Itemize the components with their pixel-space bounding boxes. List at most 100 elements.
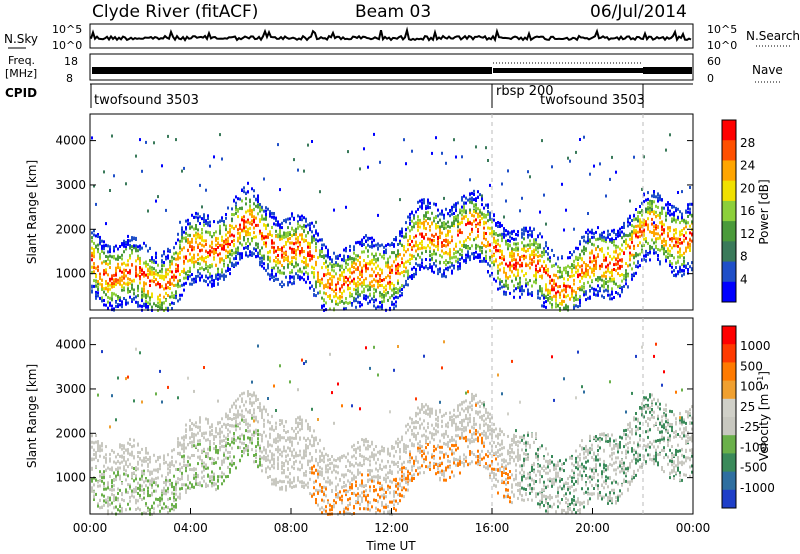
- velocity-cell: [179, 467, 181, 471]
- power-cell: [579, 286, 581, 290]
- power-cell: [549, 275, 551, 279]
- power-cell: [463, 205, 465, 209]
- power-cell: [333, 269, 335, 273]
- power-cell: [479, 208, 481, 212]
- power-cell: [445, 251, 447, 254]
- power-cell: [95, 273, 97, 277]
- power-cell: [451, 212, 453, 216]
- velocity-cell: [129, 453, 131, 457]
- velocity-cell: [187, 474, 189, 478]
- power-cell: [331, 258, 333, 262]
- power-cell: [535, 241, 537, 245]
- power-cell: [127, 271, 129, 275]
- power-cell: [499, 223, 501, 227]
- power-cell: [93, 262, 95, 266]
- power-cell: [123, 244, 125, 248]
- power-cell: [125, 263, 127, 267]
- power-cell: [425, 227, 427, 231]
- power-cell: [213, 155, 215, 159]
- power-cell: [295, 233, 297, 237]
- power-cell: [367, 254, 369, 258]
- power-cell: [467, 250, 469, 254]
- power-cell: [673, 269, 675, 273]
- power-cell: [553, 288, 555, 292]
- power-cell: [585, 249, 587, 252]
- power-cell: [117, 278, 119, 282]
- power-cell: [491, 254, 493, 258]
- power-cell: [305, 217, 307, 221]
- velocity-cell: [159, 464, 161, 468]
- power-cell: [399, 253, 401, 257]
- power-cell: [501, 182, 503, 186]
- power-cell: [439, 228, 441, 232]
- power-cell: [341, 284, 343, 288]
- power-cell: [197, 232, 199, 236]
- power-cell: [651, 217, 653, 221]
- power-cell: [643, 223, 645, 227]
- velocity-cell: [137, 442, 139, 446]
- power-cell: [223, 223, 225, 227]
- power-cell: [267, 272, 269, 276]
- power-cell: [95, 292, 97, 296]
- power-cell: [465, 246, 467, 250]
- power-cell: [641, 250, 643, 254]
- power-cell: [261, 246, 263, 250]
- power-cell: [263, 209, 265, 213]
- power-cell: [97, 294, 99, 298]
- power-cell: [621, 264, 623, 268]
- power-cell: [161, 301, 163, 305]
- power-cell: [637, 217, 639, 221]
- power-cell: [429, 265, 431, 269]
- power-cell: [123, 281, 125, 285]
- power-cell: [215, 263, 217, 267]
- power-cell: [619, 264, 621, 268]
- power-cell: [477, 195, 479, 199]
- power-cell: [681, 214, 683, 218]
- power-cell: [525, 284, 527, 288]
- power-cell: [323, 298, 325, 302]
- power-cell: [497, 271, 499, 275]
- power-cell: [513, 258, 515, 261]
- power-cell: [103, 299, 105, 302]
- power-cell: [479, 259, 481, 263]
- power-cell: [521, 247, 523, 251]
- power-cell: [91, 254, 93, 258]
- power-cell: [257, 242, 259, 246]
- power-cell: [483, 234, 485, 238]
- power-cell: [297, 240, 299, 244]
- power-cell: [177, 267, 179, 271]
- power-cell: [231, 213, 233, 216]
- power-cell: [497, 221, 499, 224]
- power-cell: [461, 248, 463, 252]
- power-cell: [485, 146, 487, 150]
- power-cell: [315, 280, 317, 284]
- power-cell: [199, 278, 201, 282]
- power-cell: [501, 280, 503, 283]
- power-cell: [585, 230, 587, 234]
- power-cell: [447, 261, 449, 265]
- power-cell: [603, 258, 605, 262]
- power-cell: [513, 284, 515, 288]
- power-cell: [129, 239, 131, 243]
- power-cell: [115, 257, 117, 261]
- power-cell: [197, 228, 199, 232]
- power-cell: [173, 294, 175, 298]
- velocity-cell: [127, 441, 129, 445]
- power-cell: [121, 270, 123, 274]
- power-cell: [635, 234, 637, 237]
- power-cell: [197, 219, 199, 223]
- power-cell: [621, 273, 623, 277]
- power-cell: [189, 222, 191, 226]
- power-cell: [137, 249, 139, 253]
- power-cell: [591, 242, 593, 246]
- power-cell: [515, 242, 517, 246]
- power-cell: [181, 239, 183, 243]
- power-cell: [333, 265, 335, 269]
- power-cell: [589, 251, 591, 255]
- power-cell: [537, 270, 539, 273]
- nave-label: Nave: [752, 63, 783, 77]
- power-cell: [329, 297, 331, 300]
- power-cell: [433, 217, 435, 220]
- power-cell: [665, 243, 667, 247]
- power-cell: [675, 228, 677, 232]
